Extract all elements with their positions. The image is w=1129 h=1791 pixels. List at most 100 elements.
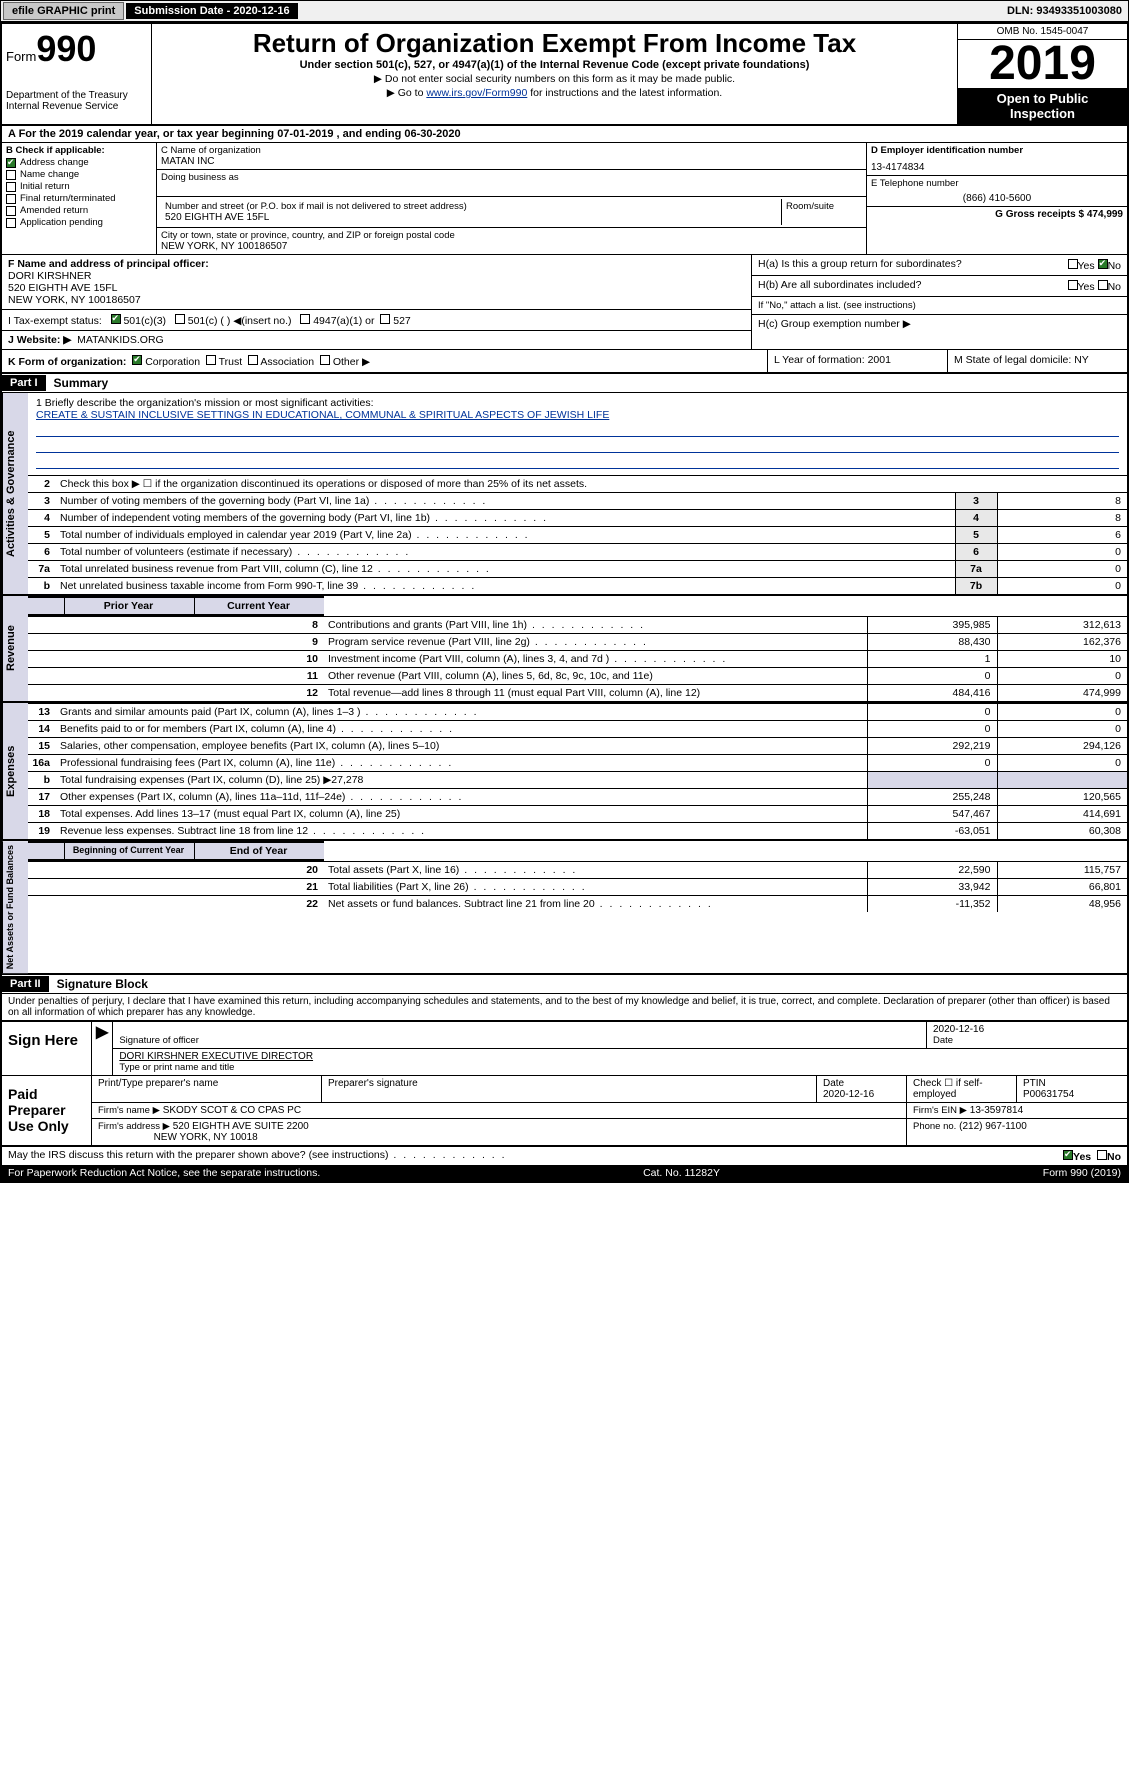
- check-501c3[interactable]: [111, 314, 121, 324]
- b-item-2: Initial return: [20, 181, 70, 192]
- paid-preparer-row: Paid Preparer Use Only Print/Type prepar…: [2, 1076, 1127, 1146]
- k-corp[interactable]: [132, 355, 142, 365]
- py: 1: [867, 651, 997, 668]
- b-label: B Check if applicable:: [6, 145, 152, 156]
- irs-label: Internal Revenue Service: [6, 101, 147, 112]
- ln: 18: [28, 806, 56, 823]
- k-other[interactable]: [320, 355, 330, 365]
- ln: 9: [28, 634, 324, 651]
- k-trust[interactable]: [206, 355, 216, 365]
- rev-area: Prior YearCurrent Year 8Contributions an…: [28, 596, 1127, 701]
- header-right: OMB No. 1545-0047 2019 Open to Public In…: [957, 24, 1127, 124]
- k-assoc[interactable]: [248, 355, 258, 365]
- discuss-yes[interactable]: [1063, 1150, 1073, 1160]
- ha-no[interactable]: [1098, 259, 1108, 269]
- sig-officer-label: Signature of officer: [119, 1035, 920, 1046]
- ha-yes[interactable]: [1068, 259, 1078, 269]
- prep-sig-hdr: Preparer's signature: [322, 1076, 817, 1102]
- declaration: Under penalties of perjury, I declare th…: [2, 994, 1127, 1020]
- cy: 474,999: [997, 685, 1127, 702]
- lb: 4: [955, 510, 997, 527]
- lt: Total assets (Part X, line 16): [324, 862, 867, 879]
- firm-lbl: Firm's name ▶: [98, 1105, 160, 1116]
- net-table: Beginning of Current YearEnd of Year 20T…: [28, 841, 1127, 912]
- col-b: B Check if applicable: Address change Na…: [2, 143, 157, 254]
- lv: 0: [997, 561, 1127, 578]
- lt: Number of voting members of the governin…: [56, 493, 955, 510]
- check-address-change[interactable]: [6, 158, 16, 168]
- check-amended[interactable]: [6, 206, 16, 216]
- ln: 16a: [28, 755, 56, 772]
- py: -63,051: [867, 823, 997, 840]
- table-row: 15Salaries, other compensation, employee…: [28, 738, 1127, 755]
- hdr-py: Beginning of Current Year: [64, 841, 194, 859]
- table-row: 20Total assets (Part X, line 16)22,59011…: [28, 862, 1127, 879]
- ein-value: 13-4174834: [871, 162, 1123, 173]
- no-text2: No: [1108, 281, 1121, 293]
- yes-text: Yes: [1078, 260, 1095, 272]
- check-501c[interactable]: [175, 314, 185, 324]
- form-header: Form990 Department of the Treasury Inter…: [2, 24, 1127, 126]
- sig-line2: DORI KIRSHNER EXECUTIVE DIRECTOR Type or…: [113, 1049, 1127, 1075]
- check-app-pending[interactable]: [6, 218, 16, 228]
- hb-yes[interactable]: [1068, 280, 1078, 290]
- addr-label: Number and street (or P.O. box if mail i…: [165, 201, 777, 212]
- cy: 66,801: [997, 879, 1127, 896]
- sig-name: DORI KIRSHNER EXECUTIVE DIRECTOR: [119, 1051, 1121, 1062]
- ln: 19: [28, 823, 56, 840]
- ptin-cell: PTINP00631754: [1017, 1076, 1127, 1102]
- yes-text2: Yes: [1078, 281, 1095, 293]
- gross-receipts: G Gross receipts $ 474,999: [871, 209, 1123, 220]
- ln: 15: [28, 738, 56, 755]
- goto-note: ▶ Go to www.irs.gov/Form990 for instruct…: [160, 87, 949, 99]
- uline1: [36, 423, 1119, 437]
- ein-row: D Employer identification number 13-4174…: [867, 143, 1127, 176]
- ln: 22: [28, 896, 324, 913]
- py: 0: [867, 721, 997, 738]
- check-4947[interactable]: [300, 314, 310, 324]
- py: -11,352: [867, 896, 997, 913]
- cy: 120,565: [997, 789, 1127, 806]
- gross-row: G Gross receipts $ 474,999: [867, 207, 1127, 222]
- table-row: 13Grants and similar amounts paid (Part …: [28, 704, 1127, 721]
- irs-link[interactable]: www.irs.gov/Form990: [426, 87, 527, 99]
- table-row: 4Number of independent voting members of…: [28, 510, 1127, 527]
- lt: Professional fundraising fees (Part IX, …: [56, 755, 867, 772]
- header-center: Return of Organization Exempt From Incom…: [152, 24, 957, 124]
- section-bcd: B Check if applicable: Address change Na…: [2, 143, 1127, 255]
- submission-date: Submission Date - 2020-12-16: [126, 3, 297, 19]
- discuss-row: May the IRS discuss this return with the…: [2, 1146, 1127, 1165]
- ptin-hdr: PTIN: [1023, 1078, 1046, 1089]
- efile-button[interactable]: efile GRAPHIC print: [3, 2, 124, 20]
- cy: 60,308: [997, 823, 1127, 840]
- check-527[interactable]: [380, 314, 390, 324]
- sig-date: 2020-12-16: [933, 1024, 1121, 1035]
- cy: 0: [997, 721, 1127, 738]
- phone-value: (866) 410-5600: [871, 193, 1123, 204]
- dept-treasury: Department of the Treasury: [6, 90, 147, 101]
- b-item-4: Amended return: [20, 205, 88, 216]
- officer-addr1: 520 EIGHTH AVE 15FL: [8, 282, 745, 294]
- name-label: C Name of organization: [161, 145, 862, 156]
- sign-cells: Signature of officer 2020-12-16 Date DOR…: [113, 1022, 1127, 1075]
- ptin-val: P00631754: [1023, 1089, 1074, 1100]
- ln: 14: [28, 721, 56, 738]
- ln: 11: [28, 668, 324, 685]
- sec-k: K Form of organization: Corporation Trus…: [2, 350, 767, 372]
- org-name-row: C Name of organization MATAN INC: [157, 143, 866, 170]
- check-initial-return[interactable]: [6, 182, 16, 192]
- f-label: F Name and address of principal officer:: [8, 258, 745, 270]
- table-row: 21Total liabilities (Part X, line 26)33,…: [28, 879, 1127, 896]
- discuss-no[interactable]: [1097, 1150, 1107, 1160]
- check-final-return[interactable]: [6, 194, 16, 204]
- ln: [28, 841, 56, 859]
- check-name-change[interactable]: [6, 170, 16, 180]
- table-row: 16aProfessional fundraising fees (Part I…: [28, 755, 1127, 772]
- mission-block: 1 Briefly describe the organization's mi…: [28, 393, 1127, 475]
- cy: 10: [997, 651, 1127, 668]
- cy: 294,126: [997, 738, 1127, 755]
- lt: Total fundraising expenses (Part IX, col…: [56, 772, 867, 789]
- dln-label: DLN: 93493351003080: [1001, 3, 1128, 19]
- no3: No: [1107, 1151, 1121, 1163]
- hb-no[interactable]: [1098, 280, 1108, 290]
